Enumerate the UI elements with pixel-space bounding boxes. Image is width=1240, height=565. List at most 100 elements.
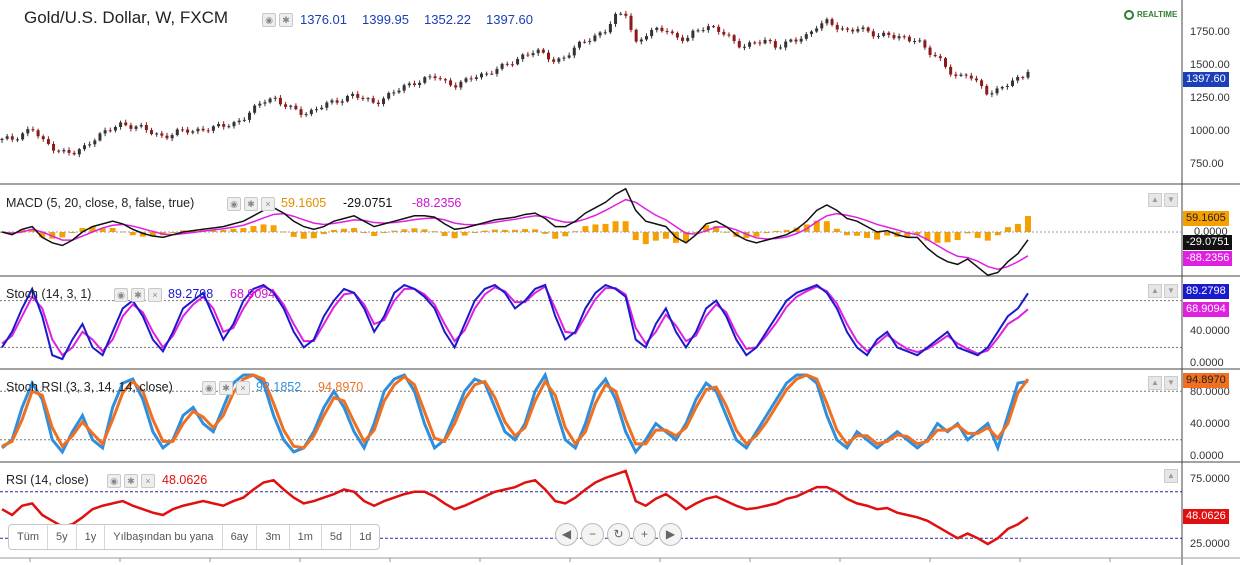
price-candle <box>320 107 324 110</box>
realtime-indicator[interactable]: REALTIME <box>1124 10 1177 20</box>
price-candle <box>964 74 968 76</box>
pane-up-icon[interactable]: ▲ <box>1148 193 1162 207</box>
gear-icon[interactable]: ✱ <box>244 197 258 211</box>
macd-histogram-bar <box>109 227 116 232</box>
macd-histogram-bar <box>290 232 297 237</box>
price-candle <box>995 88 999 94</box>
macd-signal-value: -88.2356 <box>412 196 462 210</box>
ohlc-open: 1376.01 <box>300 12 347 27</box>
price-candle <box>588 40 592 42</box>
price-candle <box>789 39 793 42</box>
price-candle <box>593 35 597 41</box>
range-1m-button[interactable]: 1m <box>290 525 322 549</box>
range-ytd-button[interactable]: Yılbaşından bu yana <box>105 525 223 549</box>
price-candle <box>273 97 277 99</box>
price-candle <box>758 42 762 44</box>
macd-histogram-bar <box>823 221 830 232</box>
pane-down-icon[interactable]: ▼ <box>1164 376 1178 390</box>
price-candle <box>31 129 35 131</box>
scroll-right-icon[interactable]: ▶ <box>659 523 682 546</box>
price-candle <box>418 82 422 86</box>
gear-icon[interactable]: ✱ <box>124 474 138 488</box>
pane-up-icon[interactable]: ▲ <box>1148 376 1162 390</box>
price-candle <box>46 139 50 144</box>
rsi-title: RSI (14, close) <box>6 473 89 487</box>
ohlc-high: 1399.95 <box>362 12 409 27</box>
macd-histogram-bar <box>431 231 438 233</box>
range-5d-button[interactable]: 5d <box>322 525 352 549</box>
range-6m-button[interactable]: 6ay <box>223 525 258 549</box>
macd-histogram-bar <box>210 230 217 232</box>
price-candle <box>665 31 669 33</box>
price-candle <box>21 133 25 140</box>
close-icon[interactable]: × <box>261 197 275 211</box>
macd-histogram-bar <box>723 231 730 233</box>
macd-histogram-bar <box>773 230 780 232</box>
close-icon[interactable]: × <box>141 474 155 488</box>
range-1y-button[interactable]: 1y <box>77 525 106 549</box>
price-candle <box>980 80 984 86</box>
gear-icon[interactable]: ✱ <box>219 381 233 395</box>
price-candle <box>222 124 226 127</box>
pane-up-icon[interactable]: ▲ <box>1164 469 1178 483</box>
macd-histogram-bar <box>351 227 358 232</box>
pane-down-icon[interactable]: ▼ <box>1164 284 1178 298</box>
price-candle <box>387 92 391 99</box>
macd-histogram-bar <box>481 230 488 232</box>
macd-histogram-bar <box>662 232 669 239</box>
macd-histogram-bar <box>562 232 569 237</box>
price-candle <box>237 120 241 123</box>
close-icon[interactable]: × <box>148 288 162 302</box>
gear-icon[interactable]: ✱ <box>131 288 145 302</box>
eye-icon[interactable]: ◉ <box>262 13 276 27</box>
scroll-left-icon[interactable]: ◀ <box>555 523 578 546</box>
eye-icon[interactable]: ◉ <box>107 474 121 488</box>
price-candle <box>928 47 932 55</box>
macd-histogram-bar <box>512 229 518 232</box>
macd-histogram-bar <box>320 232 327 235</box>
price-candle <box>191 131 195 133</box>
price-candle <box>815 28 819 32</box>
price-candle <box>1026 71 1030 78</box>
macd-histogram-bar <box>401 229 408 232</box>
price-candle <box>82 145 86 150</box>
range-5y-button[interactable]: 5y <box>48 525 77 549</box>
range-all-button[interactable]: Tüm <box>9 525 48 549</box>
zoom-in-icon[interactable]: + <box>633 523 656 546</box>
price-candle <box>974 78 978 81</box>
price-candle <box>583 41 587 43</box>
range-3m-button[interactable]: 3m <box>257 525 290 549</box>
stoch-k-line <box>1 283 1029 361</box>
price-candle <box>376 102 380 105</box>
gear-icon[interactable]: ✱ <box>279 13 293 27</box>
close-icon[interactable]: × <box>236 381 250 395</box>
price-candle <box>196 128 200 132</box>
price-candle <box>263 102 267 104</box>
rsi-axis-label: 25.0000 <box>1190 538 1230 550</box>
price-candle <box>26 129 30 134</box>
stoch-d-tag: 68.9094 <box>1183 302 1229 317</box>
price-candle <box>150 130 154 135</box>
price-candle <box>144 125 148 131</box>
macd-histogram-bar <box>391 230 398 232</box>
price-candle <box>871 31 875 37</box>
pane-up-icon[interactable]: ▲ <box>1148 284 1162 298</box>
range-1d-button[interactable]: 1d <box>359 531 372 543</box>
price-candle <box>284 104 288 107</box>
price-candle <box>660 27 664 32</box>
eye-icon[interactable]: ◉ <box>114 288 128 302</box>
eye-icon[interactable]: ◉ <box>202 381 216 395</box>
chart-navigation: ◀ − ↻ + ▶ <box>555 523 682 546</box>
price-candle <box>433 76 437 79</box>
eye-icon[interactable]: ◉ <box>227 197 241 211</box>
zoom-out-icon[interactable]: − <box>581 523 604 546</box>
price-candle <box>938 56 942 59</box>
reset-icon[interactable]: ↻ <box>607 523 630 546</box>
macd-histogram-bar <box>833 228 840 232</box>
price-candle <box>165 135 169 139</box>
pane-down-icon[interactable]: ▼ <box>1164 193 1178 207</box>
price-candle <box>629 15 633 30</box>
price-candle <box>356 93 360 98</box>
price-candle <box>170 135 174 139</box>
price-candle <box>36 130 40 137</box>
